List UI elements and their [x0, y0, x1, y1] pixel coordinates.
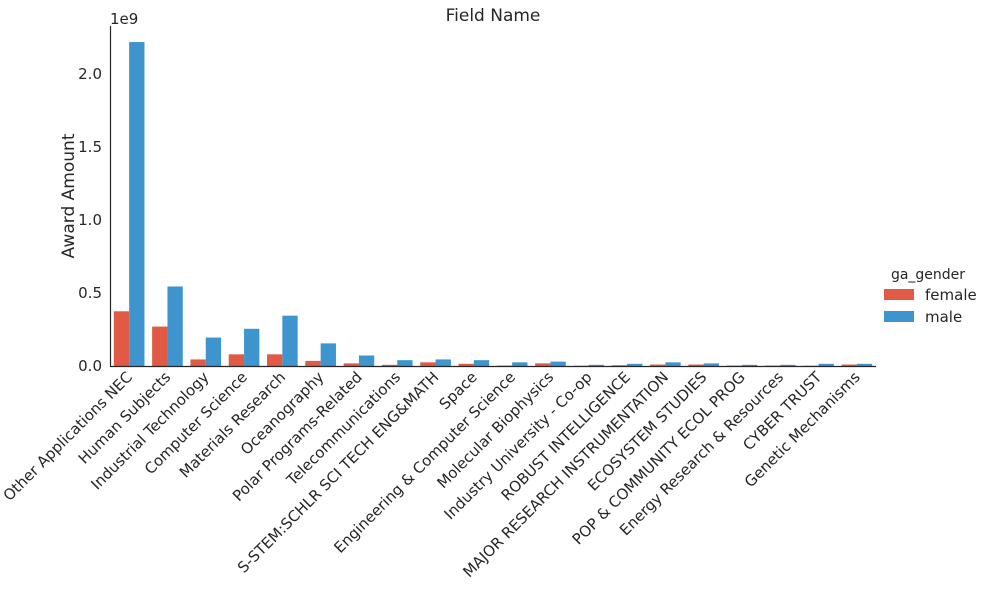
legend-title: ga_gender [891, 267, 965, 283]
bar-female-1 [152, 326, 168, 366]
bar-female-0 [113, 311, 130, 366]
bar-female-5 [305, 360, 321, 366]
y-axis-ticks: 0.0 0.5 1.0 1.5 2.0 [78, 65, 102, 375]
y-axis-title: Award Amount [59, 133, 79, 258]
bar-male-19 [856, 363, 873, 366]
bar-male-1 [167, 286, 183, 366]
bar-male-11 [550, 361, 566, 366]
legend: ga_gender female male [884, 267, 977, 326]
bar-male-12 [588, 364, 605, 366]
bar-female-2 [190, 359, 206, 366]
bar-male-0 [129, 42, 145, 367]
y-tick-label: 0.0 [78, 357, 102, 375]
bar-female-19 [841, 364, 857, 366]
y-tick-label: 1.5 [78, 138, 102, 156]
legend-label-female: female [925, 286, 977, 304]
bar-male-3 [244, 328, 260, 366]
bar-female-6 [343, 363, 359, 366]
bar-male-4 [282, 315, 298, 366]
bar-male-9 [473, 360, 490, 366]
bar-male-17 [780, 364, 796, 366]
y-offset-text: 1e9 [110, 10, 138, 28]
bar-male-8 [435, 359, 451, 366]
y-tick-label: 2.0 [78, 65, 102, 83]
y-tick-label: 1.0 [78, 211, 102, 229]
bar-male-10 [512, 362, 528, 366]
bar-male-15 [703, 363, 719, 366]
bar-female-15 [688, 364, 704, 366]
bar-female-9 [458, 363, 474, 366]
bar-male-14 [665, 362, 681, 366]
legend-swatch-male [884, 311, 914, 322]
bar-female-14 [650, 364, 666, 366]
chart-title: Field Name [446, 6, 541, 26]
bar-female-3 [228, 354, 245, 366]
bar-male-7 [397, 360, 413, 366]
bar-female-4 [267, 354, 283, 366]
bar-male-2 [205, 337, 222, 366]
bar-female-7 [381, 364, 398, 366]
bar-male-16 [741, 364, 758, 366]
bar-male-13 [627, 363, 643, 366]
bars-group [113, 42, 873, 367]
bar-male-6 [358, 355, 375, 366]
bar-female-8 [420, 362, 436, 366]
bar-male-18 [818, 363, 834, 366]
legend-swatch-female [884, 289, 914, 300]
bar-female-11 [535, 363, 551, 366]
bar-male-5 [320, 343, 336, 366]
bar-female-13 [611, 365, 628, 366]
legend-label-male: male [925, 308, 962, 326]
y-tick-label: 0.5 [78, 284, 102, 302]
